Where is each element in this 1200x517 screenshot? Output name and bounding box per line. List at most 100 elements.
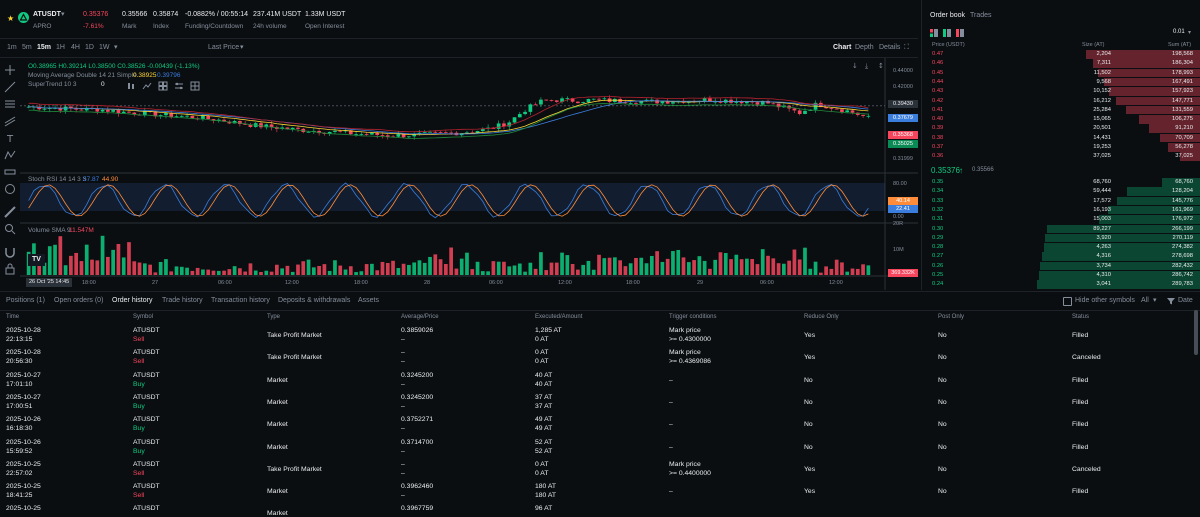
col-header-post-only[interactable]: Post Only: [938, 314, 965, 320]
candle-body: [708, 98, 712, 102]
table-row[interactable]: 2025-10-28 20:56:30 ATUSDT Sell Take Profit …: [0, 347, 1192, 369]
indicators-icon[interactable]: [142, 81, 152, 91]
bid-row[interactable]: 0.33 17,572 145,776: [922, 196, 1200, 206]
col-header-reduce-only[interactable]: Reduce Only: [804, 314, 839, 320]
bid-row[interactable]: 0.35 68,760 68,760: [922, 178, 1200, 187]
price-type-select[interactable]: Last Price: [208, 44, 240, 51]
bid-row[interactable]: 0.34 59,444 128,204: [922, 187, 1200, 196]
ask-row[interactable]: 0.39 20,501 91,210: [922, 124, 1200, 133]
grid-icon[interactable]: [190, 81, 200, 91]
ask-row[interactable]: 0.38 14,431 70,709: [922, 133, 1200, 143]
precision-dropdown-icon[interactable]: ▾: [1188, 30, 1192, 36]
ask-row[interactable]: 0.41 25,284 131,559: [922, 105, 1200, 115]
ask-row[interactable]: 0.44 9,568 167,491: [922, 77, 1200, 87]
bid-row[interactable]: 0.25 4,310 286,742: [922, 271, 1200, 280]
interval-1d[interactable]: 1D: [85, 44, 94, 51]
tab-order-book[interactable]: Order book: [930, 12, 966, 19]
settings-icon[interactable]: [174, 81, 184, 91]
symbol-name[interactable]: ATUSDT: [33, 11, 61, 18]
hide-other-label[interactable]: Hide other symbols: [1075, 297, 1135, 304]
tab-trade-history[interactable]: Trade history: [162, 297, 203, 304]
interval-1w[interactable]: 1W: [99, 44, 110, 51]
col-header-time[interactable]: Time: [6, 314, 20, 320]
bid-row[interactable]: 0.29 3,920 270,119: [922, 233, 1200, 243]
bid-row[interactable]: 0.27 4,316 278,698: [922, 252, 1200, 261]
lock-icon[interactable]: [4, 263, 16, 275]
fib-icon[interactable]: [4, 183, 16, 195]
price-chart[interactable]: ↓ ⤓ ↕ O0.38965 H0.39214 L0.38500 C0.38526 …: [20, 58, 918, 290]
bid-row[interactable]: 0.31 15,003 176,972: [922, 215, 1200, 224]
filter-icon[interactable]: [1167, 297, 1175, 305]
table-row[interactable]: 2025-10-25 ATUSDT Market 0.3967759 96 AT: [0, 503, 1192, 517]
tab-trades[interactable]: Trades: [970, 12, 992, 19]
tab-transaction-history[interactable]: Transaction history: [211, 297, 270, 304]
ob-asks-view-icon[interactable]: [956, 29, 964, 37]
bid-row[interactable]: 0.32 16,193 161,969: [922, 205, 1200, 215]
symbol-dropdown-icon[interactable]: ▾: [61, 11, 65, 18]
col-header-status[interactable]: Status: [1072, 314, 1090, 320]
interval-1h[interactable]: 1H: [56, 44, 65, 51]
templates-icon[interactable]: [158, 81, 168, 91]
tab-assets[interactable]: Assets: [358, 297, 380, 304]
ask-row[interactable]: 0.40 15,065 106,275: [922, 115, 1200, 124]
ob-bids-view-icon[interactable]: [943, 29, 951, 37]
interval-5m[interactable]: 5m: [22, 44, 32, 51]
channel-icon[interactable]: [4, 115, 16, 127]
bid-row[interactable]: 0.28 4,263 274,382: [922, 243, 1200, 252]
price-type-dropdown-icon[interactable]: ▾: [240, 44, 244, 51]
col-header-executed[interactable]: Executed/Amount: [535, 314, 583, 320]
col-header-trigger[interactable]: Trigger conditions: [669, 314, 717, 320]
measure-icon[interactable]: [4, 166, 16, 178]
fullscreen-icon[interactable]: ⛶: [904, 44, 909, 51]
all-filter-select[interactable]: All: [1141, 297, 1149, 304]
hide-other-checkbox[interactable]: [1063, 297, 1072, 306]
ask-row[interactable]: 0.36 37,025 37,025: [922, 152, 1200, 161]
candle-type-icon[interactable]: [126, 81, 136, 91]
table-row[interactable]: 2025-10-27 17:00:51 ATUSDT Buy Market 0.32452…: [0, 392, 1192, 414]
col-header-symbol[interactable]: Symbol: [133, 314, 154, 320]
table-row[interactable]: 2025-10-26 15:59:52 ATUSDT Buy Market 0.37147…: [0, 437, 1192, 459]
table-row[interactable]: 2025-10-25 18:41:25 ATUSDT Sell Market 0.3962…: [0, 481, 1192, 503]
ruler-icon[interactable]: [4, 206, 16, 218]
bid-row[interactable]: 0.26 3,734 282,432: [922, 261, 1200, 271]
ask-row[interactable]: 0.46 7,311 186,304: [922, 59, 1200, 68]
tab-order-history[interactable]: Order history: [112, 297, 153, 304]
zoom-icon[interactable]: [4, 223, 16, 235]
ask-row[interactable]: 0.37 19,253 56,278: [922, 143, 1200, 152]
interval-4h[interactable]: 4H: [71, 44, 80, 51]
ask-row[interactable]: 0.45 11,502 178,993: [922, 68, 1200, 78]
view-chart[interactable]: Chart: [833, 44, 852, 51]
ask-row[interactable]: 0.43 10,152 157,923: [922, 87, 1200, 96]
table-row[interactable]: 2025-10-28 22:13:15 ATUSDT Sell Take Profit …: [0, 325, 1192, 347]
interval-dropdown-icon[interactable]: ▾: [114, 44, 118, 51]
ask-row[interactable]: 0.42 16,212 147,771: [922, 96, 1200, 105]
chart-canvas[interactable]: ↓ ⤓ ↕: [20, 58, 918, 290]
pattern-icon[interactable]: [4, 149, 16, 161]
col-header-avg-price[interactable]: Average/Price: [401, 314, 439, 320]
interval-1m[interactable]: 1m: [7, 44, 17, 51]
tab-open-orders[interactable]: Open orders (0): [54, 297, 104, 304]
bid-row[interactable]: 0.30 89,227 266,199: [922, 224, 1200, 233]
all-filter-dropdown-icon[interactable]: ▾: [1153, 297, 1157, 304]
view-details[interactable]: Details: [879, 44, 901, 51]
crosshair-icon[interactable]: [4, 64, 16, 76]
precision-select[interactable]: 0.01: [1173, 29, 1185, 35]
table-row[interactable]: 2025-10-25 22:57:02 ATUSDT Sell Take Profit …: [0, 459, 1192, 481]
ask-row[interactable]: 0.47 2,204 198,568: [922, 50, 1200, 59]
text-tool-icon[interactable]: T: [4, 132, 16, 144]
horizontal-lines-icon[interactable]: [4, 98, 16, 110]
tab-deposits-withdrawals[interactable]: Deposits & withdrawals: [278, 297, 351, 304]
magnet-icon[interactable]: [4, 246, 16, 258]
bid-row[interactable]: 0.24 3,041 289,783: [922, 280, 1200, 289]
tab-positions[interactable]: Positions (1): [6, 297, 45, 304]
trend-line-icon[interactable]: [4, 81, 16, 93]
table-scrollbar[interactable]: [1194, 310, 1198, 355]
view-depth[interactable]: Depth: [855, 44, 874, 51]
favorite-star-icon[interactable]: ★: [7, 14, 15, 23]
table-row[interactable]: 2025-10-26 16:18:30 ATUSDT Buy Market 0.37522…: [0, 414, 1192, 436]
date-filter[interactable]: Date: [1178, 297, 1193, 304]
interval-15m[interactable]: 15m: [37, 44, 52, 51]
table-row[interactable]: 2025-10-27 17:01:10 ATUSDT Buy Market 0.32452…: [0, 370, 1192, 392]
ob-both-view-icon[interactable]: [930, 29, 938, 37]
col-header-type[interactable]: Type: [267, 314, 281, 320]
